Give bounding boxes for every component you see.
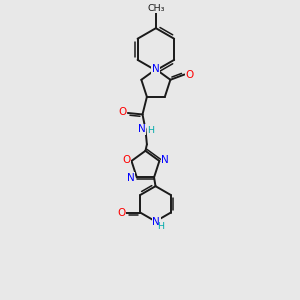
Text: O: O	[117, 208, 125, 218]
Text: O: O	[122, 155, 130, 165]
Text: N: N	[161, 155, 169, 165]
Text: O: O	[119, 107, 127, 117]
Text: N: N	[127, 173, 135, 183]
Text: O: O	[185, 70, 194, 80]
Text: N: N	[138, 124, 146, 134]
Text: CH₃: CH₃	[147, 4, 165, 13]
Text: N: N	[152, 217, 160, 227]
Text: N: N	[152, 64, 160, 74]
Text: H: H	[157, 222, 164, 231]
Text: H: H	[147, 126, 154, 135]
